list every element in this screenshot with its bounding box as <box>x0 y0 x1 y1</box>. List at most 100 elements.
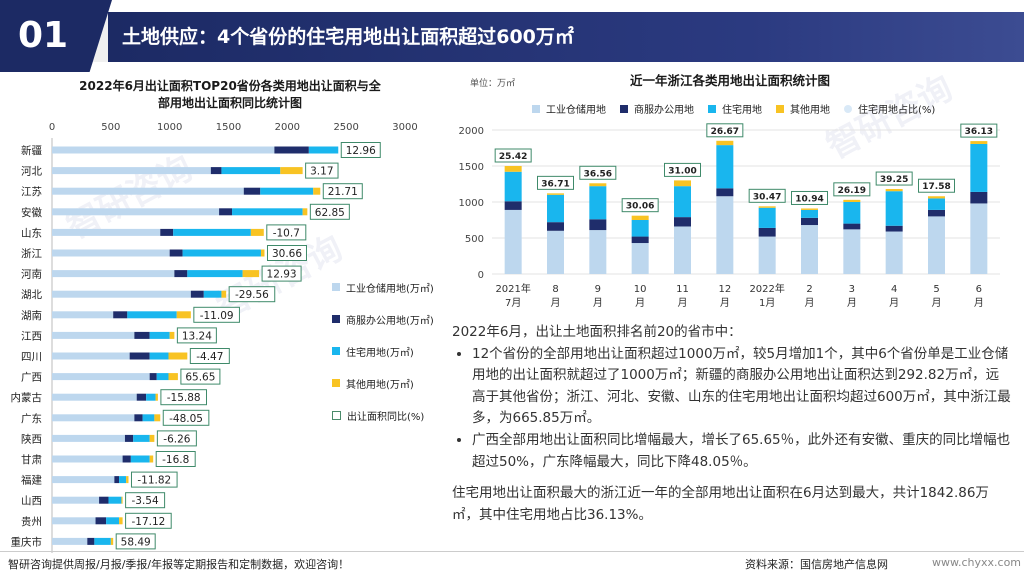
bar-segment <box>149 331 170 339</box>
bar-segment <box>52 187 244 195</box>
footer-note: 智研咨询提供周报/月报/季报/年报等定期报告和定制数据，欢迎咨询！ <box>8 558 350 571</box>
bar-segment <box>631 243 649 274</box>
share-label: 17.58 <box>922 182 950 192</box>
category-label: 山东 <box>21 226 42 239</box>
legend-label: 住宅用地(万㎡) <box>346 347 414 359</box>
bar-segment <box>885 225 903 232</box>
yoy-label: -16.8 <box>162 454 189 466</box>
x-tick-label: 1月 <box>759 297 775 309</box>
bar-segment <box>168 352 188 360</box>
analysis-bullet: 广西全部用地出让面积同比增幅最大，增长了65.65％，此外还有安徽、重庆的同比增… <box>472 430 1012 473</box>
y-tick-label: 1500 <box>459 162 484 173</box>
bar-segment <box>631 236 649 244</box>
bar-segment <box>149 434 155 442</box>
share-label: 39.25 <box>880 175 908 185</box>
category-label: 陕西 <box>21 432 42 445</box>
bar-segment <box>52 414 135 422</box>
share-label: 25.42 <box>499 152 527 162</box>
analysis-bullets: 12个省份的全部用地出让面积超过1000万㎡，较5月增加1个，其中6个省份单是工… <box>452 344 1012 474</box>
bar-segment <box>589 183 607 187</box>
bar-segment <box>52 208 220 216</box>
x-tick-label: 2022年 <box>749 282 784 295</box>
x-tick-label: 2000 <box>275 122 300 133</box>
yoy-label-box <box>155 451 196 467</box>
bar-segment <box>674 226 691 274</box>
bar-segment <box>547 230 564 274</box>
legend-swatch <box>776 104 784 113</box>
yoy-label: 62.85 <box>315 207 345 219</box>
legend-label: 其他用地 <box>790 105 830 116</box>
x-tick-label: 月 <box>974 297 984 309</box>
yoy-label: 30.66 <box>272 248 302 260</box>
yoy-label-box <box>228 286 276 303</box>
bar-segment <box>885 231 903 274</box>
bar-segment <box>970 203 988 274</box>
analysis-intro: 2022年6月，出让土地面积排名前20的省市中： <box>452 324 742 340</box>
legend-item-residential: 住宅用地 <box>708 101 762 116</box>
bar-segment <box>130 455 150 463</box>
x-tick-label: 12 <box>718 284 731 295</box>
bar-segment <box>716 196 734 274</box>
bar-segment <box>203 290 222 298</box>
bar-segment <box>274 146 309 154</box>
analysis-text: 2022年6月，出让土地面积排名前20的省市中： 12个省份的全部用地出让面积超… <box>452 322 1012 526</box>
x-tick-label: 7月 <box>505 297 521 309</box>
share-label-box <box>960 123 998 138</box>
bar-segment <box>210 167 222 175</box>
yoy-label-box <box>176 327 217 344</box>
footer-website[interactable]: www.chyxx.com <box>932 556 1022 569</box>
bar-segment <box>280 167 303 175</box>
share-label: 30.06 <box>626 202 654 212</box>
bar-segment <box>504 171 522 202</box>
bar-segment <box>843 199 861 202</box>
yoy-label: -6.26 <box>163 433 190 445</box>
category-label: 广西 <box>21 372 42 384</box>
legend-item-yoy: 出让面积同比(%) <box>332 403 434 427</box>
bar-segment <box>156 373 169 381</box>
bar-segment <box>52 290 191 298</box>
bar-segment <box>52 311 114 319</box>
bar-segment <box>970 191 988 204</box>
bar-segment <box>52 249 170 257</box>
bar-segment <box>129 352 150 360</box>
yoy-label-box <box>189 348 230 364</box>
x-tick-label: 月 <box>635 297 645 309</box>
yoy-label: 12.93 <box>267 269 297 281</box>
yoy-label-box <box>266 245 307 261</box>
bar-segment <box>94 537 111 545</box>
category-label: 新疆 <box>21 144 42 157</box>
bar-segment <box>114 476 120 484</box>
analysis-bullet: 12个省份的全部用地出让面积超过1000万㎡，较5月增加1个，其中6个省份单是工… <box>472 344 1012 430</box>
bar-segment <box>843 202 861 224</box>
bar-segment <box>52 434 125 442</box>
bar-segment <box>928 196 945 199</box>
yoy-label: 21.71 <box>328 186 358 198</box>
bar-segment <box>52 476 115 484</box>
x-tick-label: 2021年 <box>495 282 530 295</box>
bar-segment <box>843 223 861 230</box>
bar-segment <box>758 207 776 228</box>
y-tick-label: 2000 <box>459 126 484 137</box>
bar-segment <box>504 166 522 172</box>
header-bar <box>108 12 1024 62</box>
x-tick-label: 9 <box>595 284 601 295</box>
bar-segment <box>674 217 691 227</box>
share-label: 30.47 <box>753 192 781 202</box>
bar-segment <box>190 290 204 298</box>
bar-segment <box>302 208 308 216</box>
province-stacked-bar-chart: 0 500 1000 1500 2000 2500 3000 新疆 12.96 河北 3.17 江苏 2… <box>11 122 418 553</box>
share-label-box <box>494 148 532 163</box>
legend-swatch <box>620 104 628 113</box>
bar-segment <box>970 143 988 192</box>
footer-divider <box>0 551 1024 552</box>
bar-segment <box>221 290 227 298</box>
bar-segment <box>95 517 107 525</box>
legend-label: 商服办公用地(万㎡) <box>346 315 434 327</box>
bar-segment <box>121 496 123 504</box>
bar-segment <box>589 219 607 231</box>
left-chart-legend: 工业仓储用地(万㎡) 商服办公用地(万㎡) 住宅用地(万㎡) 其他用地(万㎡) … <box>332 275 434 427</box>
x-tick-label: 1000 <box>157 122 182 133</box>
x-tick-label: 月 <box>593 297 603 309</box>
yoy-label-box <box>160 389 207 406</box>
left-chart-title-line1: 2022年6月出让面积TOP20省份各类用地出让面积与全 <box>79 79 381 93</box>
